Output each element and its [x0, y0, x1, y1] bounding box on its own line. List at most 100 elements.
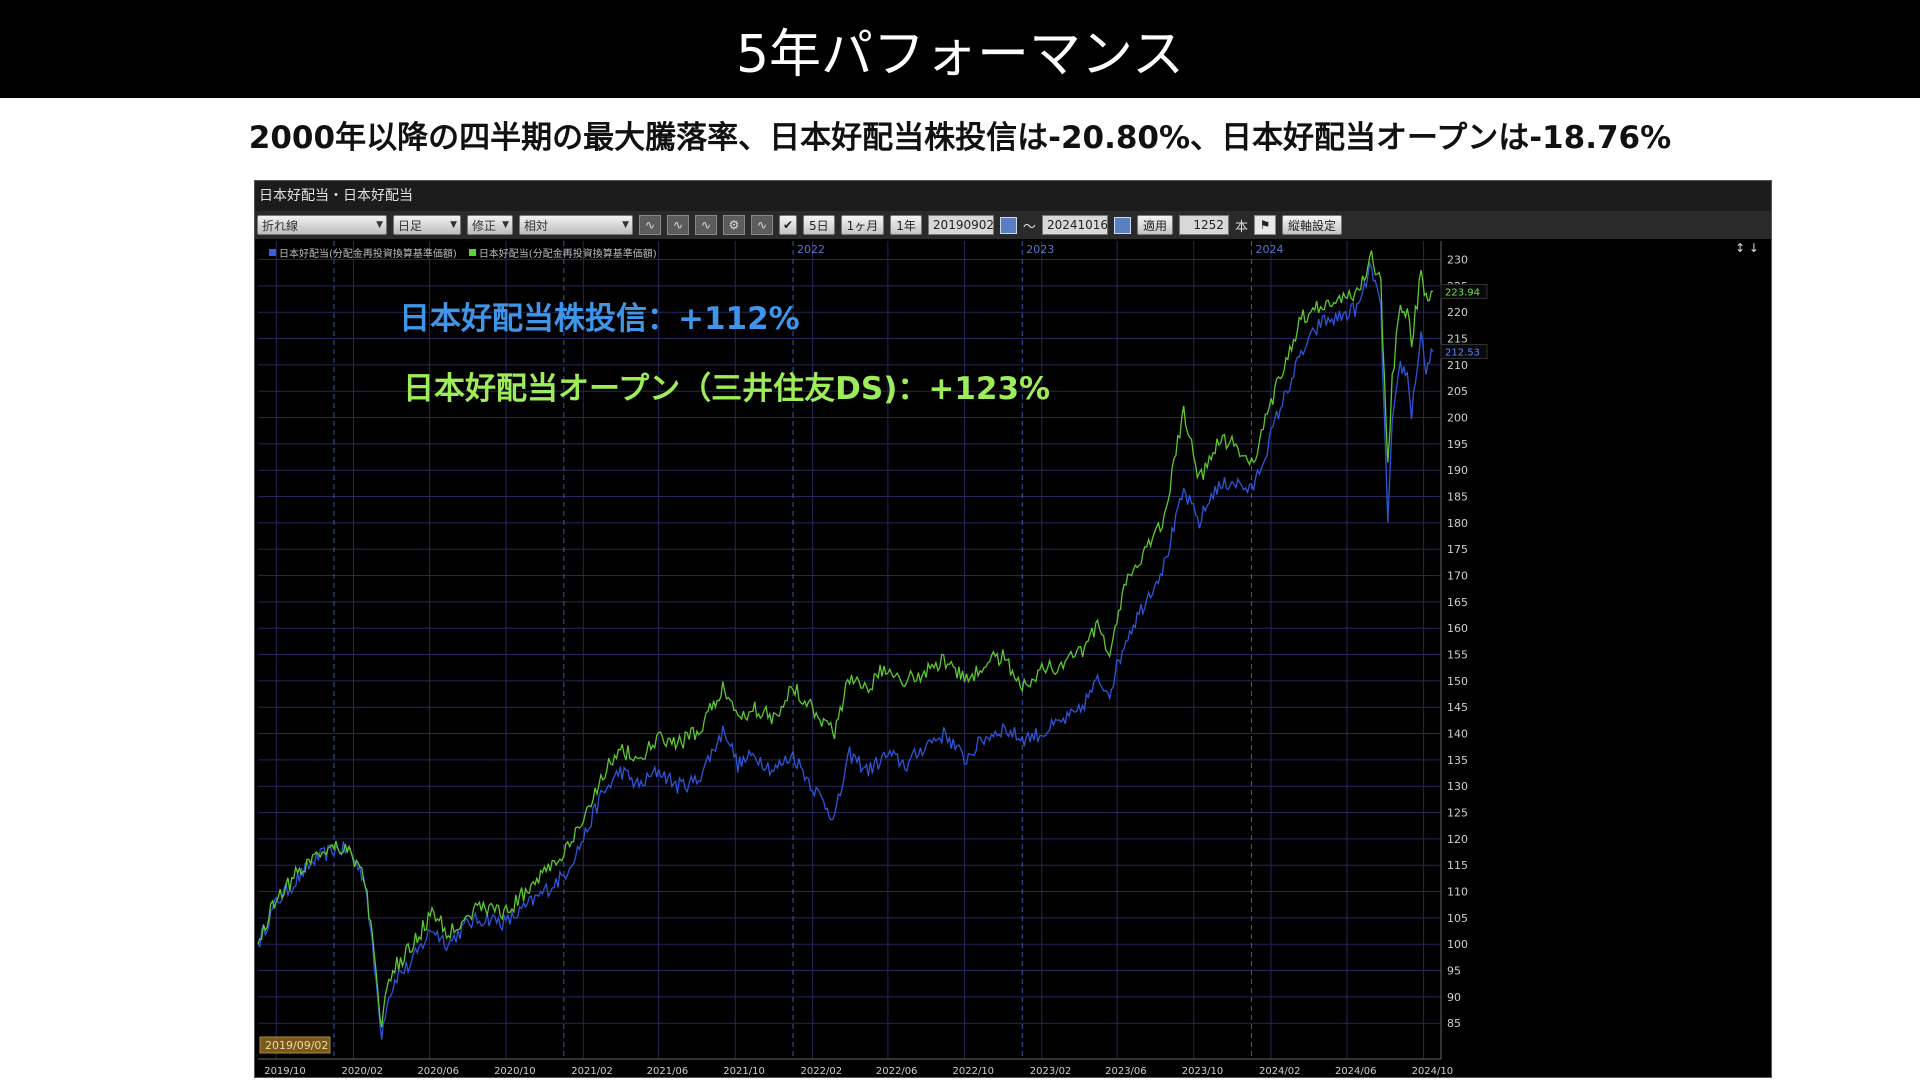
x-tick-label: 2023/06: [1105, 1066, 1147, 1077]
page-subtitle: 2000年以降の四半期の最大騰落率、日本好配当株投信は-20.80%、日本好配当…: [248, 120, 1672, 156]
chart-toolbar: 折れ線 ▼ 日足 ▼ 修正 ▼ 相対 ▼ ∿ ∿ ∿ ⚙ ∿ ✔ 5日 1ヶ月 …: [255, 211, 1771, 239]
y-tick-label: 140: [1447, 728, 1468, 741]
x-tick-label: 2020/02: [341, 1066, 383, 1077]
check-icon[interactable]: ✔: [779, 215, 797, 235]
date-to-input[interactable]: 20241016: [1041, 215, 1108, 235]
y-tick-label: 190: [1447, 464, 1468, 477]
scroll-arrows-icon[interactable]: ↕ ↓: [1735, 241, 1759, 255]
x-tick-label: 2021/10: [723, 1066, 765, 1077]
year-label: 2024: [1256, 243, 1284, 256]
x-tick-label: 2023/10: [1182, 1066, 1224, 1077]
window-title: 日本好配当・日本好配当: [255, 181, 1771, 211]
y-tick-label: 110: [1447, 886, 1468, 899]
year-label: 2022: [797, 243, 825, 256]
apply-button[interactable]: 適用: [1136, 215, 1173, 235]
title-bar: 5年パフォーマンス: [0, 0, 1920, 98]
start-date-tag: [259, 1036, 331, 1054]
range-5d-button[interactable]: 5日: [803, 215, 835, 235]
trend-chart-icon[interactable]: ∿: [667, 215, 689, 235]
adjust-value: 修正: [472, 218, 497, 233]
y-tick-label: 170: [1447, 570, 1468, 583]
y-tick-label: 160: [1447, 622, 1468, 635]
last-value-tag-blue: [1440, 344, 1488, 360]
count-unit-label: 本: [1234, 219, 1248, 235]
x-tick-label: 2024/02: [1259, 1066, 1301, 1077]
y-tick-label: 95: [1447, 965, 1461, 978]
year-label: 2023: [1026, 243, 1054, 256]
y-tick-label: 175: [1447, 543, 1468, 556]
range-1m-button[interactable]: 1ヶ月: [840, 215, 885, 235]
y-tick-label: 230: [1447, 254, 1468, 267]
flag-icon[interactable]: ⚑: [1253, 215, 1276, 235]
chevron-down-icon: ▼: [502, 220, 509, 230]
line-chart-icon[interactable]: ∿: [639, 215, 661, 235]
y-tick-label: 215: [1447, 333, 1468, 346]
legend-swatch-blue: [269, 249, 276, 256]
x-tick-label: 2022/02: [801, 1066, 843, 1077]
y-tick-label: 195: [1447, 438, 1468, 451]
x-tick-label: 2020/10: [494, 1066, 536, 1077]
gear-icon[interactable]: ⚙: [723, 215, 745, 235]
plot-background: [255, 239, 1771, 1077]
x-tick-label: 2022/10: [953, 1066, 995, 1077]
scale-select[interactable]: 相対 ▼: [519, 215, 633, 235]
x-tick-label: 2024/06: [1335, 1066, 1377, 1077]
chevron-down-icon: ▼: [450, 220, 457, 230]
axis-setting-button[interactable]: 縦軸設定: [1281, 215, 1342, 235]
legend-swatch-green: [468, 249, 476, 256]
chart-legend: 日本好配当(分配金再投資換算基準価額) 日本好配当(分配金再投資換算基準価額): [269, 245, 657, 260]
annotation-green: 日本好配当オープン（三井住友DS)：+123%: [403, 371, 1051, 407]
annotation-blue: 日本好配当株投信：+112%: [399, 301, 800, 337]
y-tick-label: 185: [1447, 491, 1468, 504]
legend-item: 日本好配当(分配金再投資換算基準価額): [269, 245, 457, 260]
y-tick-label: 180: [1447, 517, 1468, 530]
y-tick-label: 115: [1447, 859, 1468, 872]
x-tick-label: 2021/06: [647, 1066, 689, 1077]
date-from-input[interactable]: 20190902: [927, 215, 994, 235]
calendar-icon[interactable]: [999, 216, 1017, 234]
period-value: 日足: [398, 218, 423, 233]
legend-label: 日本好配当(分配金再投資換算基準価額): [279, 249, 457, 260]
legend-label: 日本好配当(分配金再投資換算基準価額): [478, 249, 657, 260]
x-tick-label: 2020/06: [417, 1066, 459, 1077]
last-value-blue: 212.53: [1445, 348, 1480, 359]
y-tick-label: 90: [1447, 991, 1461, 1004]
count-input[interactable]: 1252: [1178, 215, 1229, 235]
y-tick-label: 135: [1447, 754, 1468, 767]
period-select[interactable]: 日足 ▼: [393, 215, 461, 235]
y-tick-label: 100: [1447, 938, 1468, 951]
y-tick-label: 120: [1447, 833, 1468, 846]
series-line-green: [257, 250, 1434, 1028]
y-tick-label: 200: [1447, 412, 1468, 425]
last-value-green: 223.94: [1445, 287, 1480, 298]
x-tick-label: 2023/02: [1030, 1066, 1072, 1077]
x-tick-label: 2024/10: [1412, 1066, 1454, 1077]
y-tick-label: 130: [1447, 780, 1468, 793]
x-tick-label: 2021/02: [571, 1066, 613, 1077]
chevron-down-icon: ▼: [376, 220, 383, 230]
range-1y-button[interactable]: 1年: [890, 215, 922, 235]
page-title: 5年パフォーマンス: [735, 24, 1185, 85]
y-tick-label: 85: [1447, 1017, 1461, 1030]
chart-window: 日本好配当・日本好配当 折れ線 ▼ 日足 ▼ 修正 ▼ 相対 ▼ ∿ ∿ ∿ ⚙…: [254, 180, 1772, 1078]
tilde-label: 〜: [1022, 219, 1036, 235]
start-date-label: 2019/09/02: [265, 1039, 328, 1052]
compare-chart-icon[interactable]: ∿: [695, 215, 717, 235]
adjust-select[interactable]: 修正 ▼: [467, 215, 513, 235]
y-tick-label: 165: [1447, 596, 1468, 609]
y-tick-label: 105: [1447, 912, 1468, 925]
chart-plot: 85 90 95 100 105 110 115 120 125 130 135 140 145 150 1…: [255, 239, 1771, 1077]
y-tick-label: 145: [1447, 701, 1468, 714]
legend-item: 日本好配当(分配金再投資換算基準価額): [468, 245, 657, 260]
scale-value: 相対: [524, 218, 549, 233]
y-tick-label: 150: [1447, 675, 1468, 688]
edit-chart-icon[interactable]: ∿: [751, 215, 773, 235]
calendar-icon[interactable]: [1113, 216, 1131, 234]
chevron-down-icon: ▼: [622, 220, 629, 230]
x-tick-label: 2022/06: [876, 1066, 918, 1077]
chart-type-value: 折れ線: [262, 218, 299, 233]
series-line-blue: [257, 260, 1434, 1040]
y-tick-label: 205: [1447, 385, 1468, 398]
y-tick-label: 210: [1447, 359, 1468, 372]
chart-type-select[interactable]: 折れ線 ▼: [257, 215, 387, 235]
